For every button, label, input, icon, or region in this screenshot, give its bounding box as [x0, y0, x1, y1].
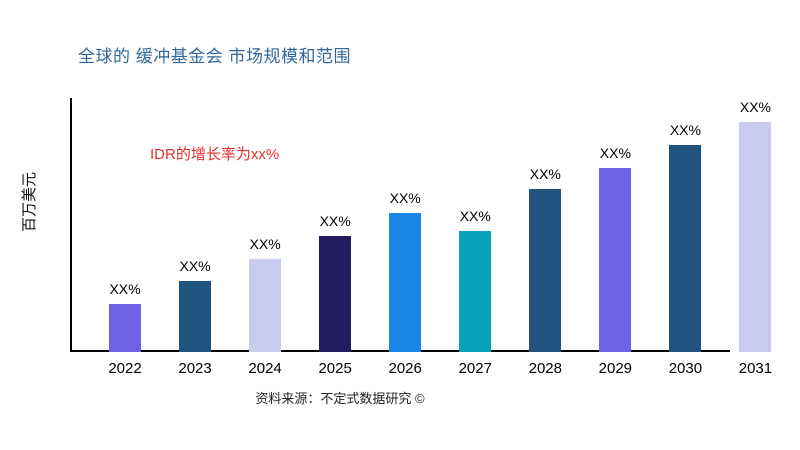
- bar-2025: [319, 236, 352, 352]
- x-tick-label-2022: 2022: [108, 360, 142, 377]
- bar-value-label: XX%: [389, 190, 421, 206]
- x-tick-label-2031: 2031: [738, 360, 773, 377]
- bar-2023: [179, 281, 212, 352]
- chart-title: 全球的 缓冲基金会 市场规模和范围: [78, 47, 351, 66]
- bar-2024: [249, 259, 282, 352]
- bar-2026: [389, 213, 422, 352]
- source-note: 资料来源：不定式数据研究 ©: [255, 391, 425, 406]
- bar-value-label: XX%: [669, 122, 701, 138]
- bar-2031: [739, 122, 772, 352]
- bar-2029: [599, 168, 632, 352]
- x-tick-label-2027: 2027: [458, 360, 492, 377]
- x-tick-label-2026: 2026: [388, 360, 422, 377]
- bar-value-label: XX%: [179, 258, 211, 274]
- x-tick-label-2028: 2028: [528, 360, 562, 377]
- bar-value-label: XX%: [459, 208, 491, 224]
- bar-value-label: XX%: [249, 236, 281, 252]
- plot-area: XX% 2022 XX% 2023 XX% 2024 XX% 2025 XX% 2026 XX% 20…: [70, 98, 792, 377]
- bar-value-label: XX%: [529, 166, 561, 182]
- x-tick-label-2030: 2030: [668, 360, 703, 377]
- y-axis-line: [70, 98, 72, 352]
- bar-value-label: XX%: [599, 145, 631, 161]
- bar-2022: [109, 304, 141, 352]
- bar-2030: [669, 145, 702, 352]
- growth-rate-annotation: IDR的增长率为xx%: [150, 146, 280, 163]
- x-tick-label-2023: 2023: [178, 360, 212, 377]
- bar-2028: [529, 189, 562, 352]
- x-tick-label-2024: 2024: [248, 360, 282, 377]
- y-axis-label: 百万美元: [21, 171, 38, 232]
- bar-2027: [459, 231, 492, 352]
- bar-value-label: XX%: [109, 281, 141, 297]
- x-tick-label-2025: 2025: [318, 360, 352, 377]
- bar-value-label: XX%: [739, 99, 771, 115]
- x-tick-label-2029: 2029: [598, 360, 633, 377]
- bar-value-label: XX%: [319, 213, 351, 229]
